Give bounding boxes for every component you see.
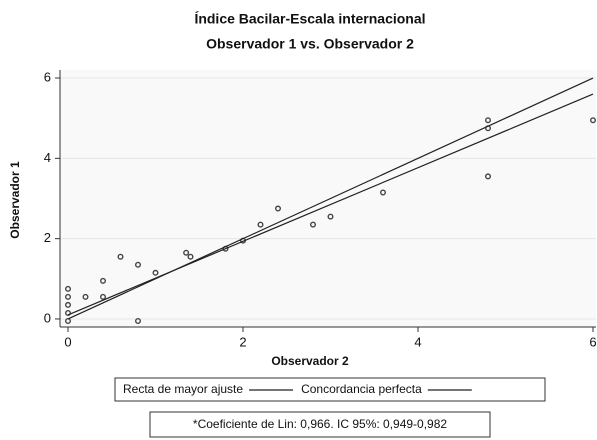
annotation: *Coeficiente de Lin: 0,966. IC 95%: 0,94… bbox=[193, 417, 448, 431]
y-tick-label: 4 bbox=[44, 150, 51, 165]
y-axis-title: Observador 1 bbox=[8, 161, 22, 239]
point bbox=[99, 277, 106, 284]
line bbox=[67, 93, 594, 316]
x-axis-title: Observador 2 bbox=[271, 354, 349, 368]
legend-label: Recta de mayor ajuste bbox=[123, 382, 243, 396]
point bbox=[485, 117, 492, 124]
x-tick-label: 2 bbox=[239, 334, 246, 349]
annotation-box bbox=[149, 411, 491, 438]
point bbox=[327, 213, 334, 220]
point bbox=[275, 205, 282, 212]
point bbox=[134, 317, 141, 324]
chart-subtitle: Observador 1 vs. Observador 2 bbox=[206, 36, 414, 52]
point bbox=[64, 301, 71, 308]
y-tick-label: 0 bbox=[44, 310, 51, 325]
point bbox=[99, 293, 106, 300]
y-tick-label: 6 bbox=[44, 69, 51, 84]
point bbox=[380, 189, 387, 196]
point bbox=[152, 269, 159, 276]
x-tick-label: 6 bbox=[589, 334, 596, 349]
point bbox=[590, 117, 597, 124]
line bbox=[67, 77, 594, 320]
point bbox=[134, 261, 141, 268]
legend-box bbox=[114, 377, 546, 402]
point bbox=[64, 285, 71, 292]
point bbox=[82, 293, 89, 300]
point bbox=[310, 221, 317, 228]
legend-label: Concordancia perfecta bbox=[301, 382, 422, 396]
point bbox=[485, 173, 492, 180]
x-tick-label: 4 bbox=[414, 334, 421, 349]
y-tick-label: 2 bbox=[44, 230, 51, 245]
x-tick-label: 0 bbox=[64, 334, 71, 349]
point bbox=[117, 253, 124, 260]
point bbox=[187, 253, 194, 260]
point bbox=[64, 309, 71, 316]
plot-background bbox=[60, 70, 596, 327]
point bbox=[257, 221, 264, 228]
chart-title: Índice Bacilar-Escala internacional bbox=[194, 11, 425, 27]
point bbox=[64, 293, 71, 300]
point bbox=[183, 249, 190, 256]
